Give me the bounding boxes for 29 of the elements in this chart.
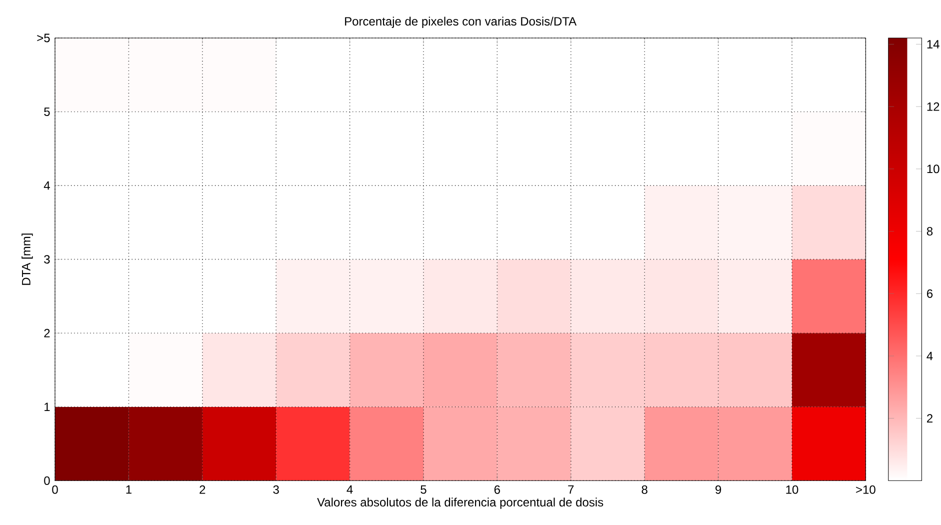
x-tick-label: 4 <box>346 486 353 494</box>
x-tick-label: 6 <box>494 486 500 494</box>
color-bar-label: 4 <box>926 352 933 360</box>
x-tick-label: 8 <box>642 486 648 494</box>
y-tick-label: 0 <box>44 476 50 486</box>
x-tick-label: 0 <box>52 486 58 494</box>
color-bar-label: 8 <box>926 227 933 236</box>
x-tick-label: >10 <box>856 486 876 494</box>
color-bar-label: 6 <box>927 290 933 298</box>
x-tick-label: 10 <box>786 486 798 494</box>
x-tick-label: 9 <box>716 486 722 494</box>
y-tick-label: 3 <box>44 255 50 264</box>
chart-title: Porcentaje de pixeles con varias Dosis/DTA <box>345 16 577 28</box>
y-tick-label: 4 <box>44 182 50 190</box>
x-tick-label: 2 <box>200 486 206 494</box>
x-tick-label: 7 <box>568 486 574 494</box>
x-axis-title: Valores absolutos de la diferencia porcentual de dosis <box>317 498 604 510</box>
color-bar-label: 14 <box>927 40 940 49</box>
y-tick-label: 5 <box>44 108 50 116</box>
y-tick-label: >5 <box>37 34 50 42</box>
x-tick-label: 1 <box>126 486 132 494</box>
color-bar-label: 12 <box>927 102 940 111</box>
y-tick-label: 1 <box>44 402 50 412</box>
y-axis-title: DTA [mm] <box>22 234 33 286</box>
color-bar-label: 2 <box>927 414 932 423</box>
y-tick-label: 2 <box>44 329 50 338</box>
color-bar-label: 10 <box>927 164 940 174</box>
x-tick-label: 5 <box>420 486 426 494</box>
x-tick-label: 3 <box>273 486 279 494</box>
